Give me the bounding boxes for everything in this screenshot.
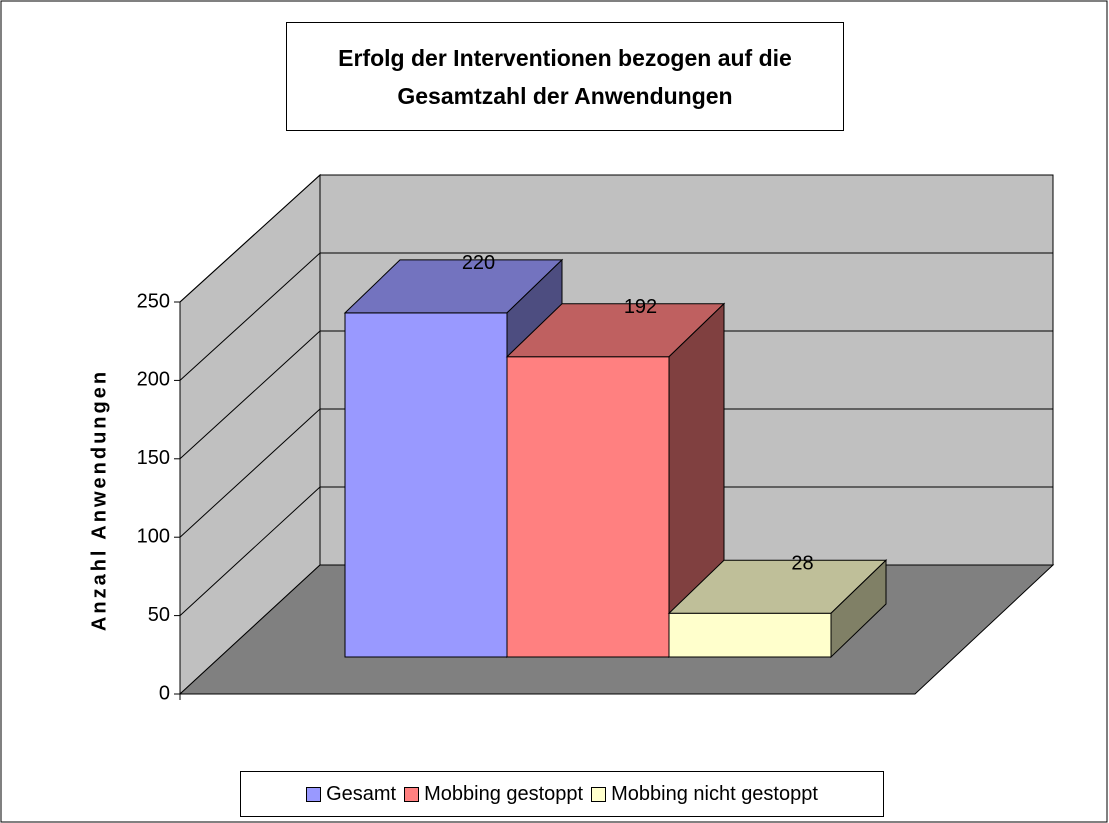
data-label: 28 — [791, 552, 813, 574]
grid-line — [179, 330, 321, 460]
grid-line — [179, 486, 321, 616]
legend-swatch — [404, 786, 420, 802]
grid-line — [179, 252, 321, 381]
legend-label: Gesamt — [326, 782, 397, 805]
y-tick-label: 100 — [137, 525, 170, 547]
legend-item: Mobbing nicht gestoppt — [591, 783, 818, 806]
y-tick-label: 150 — [137, 447, 170, 469]
legend-label: Mobbing gestoppt — [424, 782, 584, 805]
legend-swatch — [306, 786, 322, 802]
bar — [344, 312, 508, 658]
legend-item: Mobbing gestoppt — [404, 783, 583, 806]
y-axis-title: Anzahl Anwendungen — [88, 369, 110, 631]
legend-swatch — [591, 786, 607, 802]
bar — [668, 612, 832, 658]
data-label: 192 — [624, 296, 657, 318]
bar — [506, 356, 670, 658]
y-tick-label: 0 — [159, 682, 170, 704]
bar-side — [830, 559, 887, 659]
legend: Gesamt Mobbing gestoppt Mobbing nicht gest… — [240, 771, 884, 817]
grid-line — [179, 408, 321, 538]
y-tick-label: 200 — [137, 369, 170, 391]
y-tick-label: 50 — [148, 604, 170, 626]
data-label: 220 — [462, 252, 495, 274]
grid-line — [179, 174, 321, 303]
chart-title: Erfolg der Interventionen bezogen auf di… — [286, 22, 844, 131]
legend-label: Mobbing nicht gestoppt — [611, 782, 818, 805]
y-tick-label: 250 — [137, 290, 170, 312]
legend-item: Gesamt — [306, 783, 396, 806]
